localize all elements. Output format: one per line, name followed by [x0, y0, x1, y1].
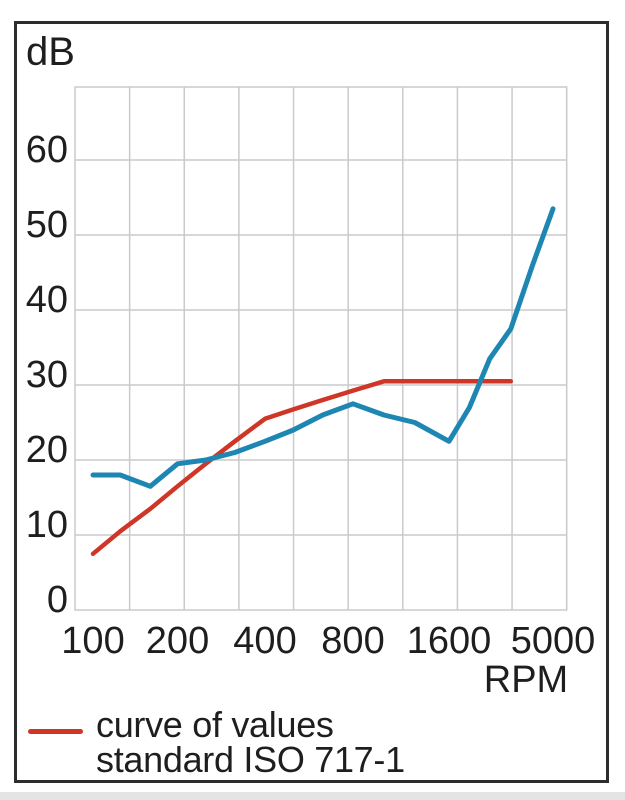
y-tick-label: 30 [25, 354, 68, 396]
curves [90, 206, 556, 557]
gridlines [74, 86, 568, 611]
legend-label-line1: curve of values [96, 704, 334, 745]
measured-curve [90, 206, 556, 489]
x-tick-label: 100 [61, 620, 125, 662]
y-tick-label: 20 [25, 429, 68, 471]
legend-line-swatch [28, 729, 83, 734]
x-tick-label: 400 [233, 620, 297, 662]
x-tick-label: 800 [321, 620, 385, 662]
y-tick-label: 0 [46, 579, 68, 621]
x-axis-unit-label: RPM [483, 659, 569, 701]
y-tick-label: 10 [25, 504, 68, 546]
y-tick-label: 40 [25, 279, 68, 321]
y-tick-label: 60 [25, 129, 68, 171]
legend-label-line2: standard ISO 717-1 [96, 739, 405, 780]
x-tick-label: 200 [145, 620, 210, 662]
x-tick-label: 1600 [406, 620, 492, 662]
y-tick-label: 50 [25, 204, 68, 246]
x-tick-label: 5000 [510, 620, 596, 662]
page-bottom-strip [0, 792, 625, 800]
legend-text: curve of values standard ISO 717-1 [96, 704, 405, 780]
y-axis-unit-label: dB [26, 30, 75, 74]
iso-reference-curve [90, 379, 514, 557]
